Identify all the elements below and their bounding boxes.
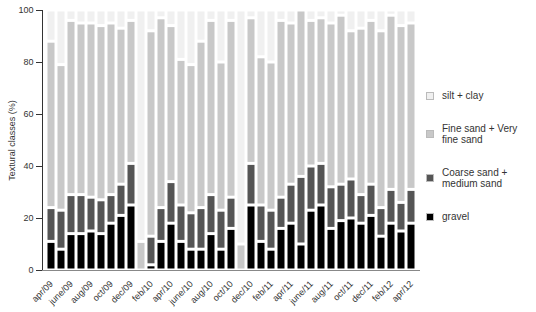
- svg-text:aug/10: aug/10: [188, 279, 215, 306]
- svg-text:june/09: june/09: [46, 279, 75, 308]
- svg-text:0: 0: [28, 265, 33, 275]
- svg-text:oct/10: oct/10: [210, 278, 235, 304]
- svg-text:june/10: june/10: [166, 279, 195, 308]
- svg-text:dec/10: dec/10: [229, 279, 255, 305]
- svg-text:oct/09: oct/09: [90, 278, 115, 304]
- svg-text:aug/09: aug/09: [68, 279, 95, 306]
- svg-text:feb/10: feb/10: [130, 279, 155, 304]
- svg-text:Textural classes (%): Textural classes (%): [7, 100, 17, 181]
- svg-text:apr/12: apr/12: [390, 279, 415, 304]
- svg-text:100: 100: [18, 5, 33, 15]
- svg-text:80: 80: [23, 57, 33, 67]
- svg-text:june/11: june/11: [287, 279, 315, 307]
- svg-text:dec/11: dec/11: [349, 279, 375, 305]
- svg-text:apr/10: apr/10: [149, 278, 175, 304]
- svg-text:apr/09: apr/09: [29, 278, 55, 304]
- svg-text:20: 20: [23, 213, 33, 223]
- svg-text:60: 60: [23, 109, 33, 119]
- svg-text:40: 40: [23, 161, 33, 171]
- html-text:silt + clay: silt + clay: [442, 90, 484, 101]
- svg-text:aug/11: aug/11: [309, 279, 335, 305]
- svg-text:feb/11: feb/11: [251, 279, 275, 303]
- svg-text:oct/11: oct/11: [331, 278, 355, 303]
- svg-text:apr/11: apr/11: [270, 278, 295, 304]
- html-text:Coarse sand + medium sand: Coarse sand + medium sand: [442, 167, 508, 189]
- svg-text:dec/09: dec/09: [109, 279, 135, 305]
- svg-text:feb/12: feb/12: [370, 279, 395, 304]
- html-text:gravel: gravel: [442, 211, 470, 222]
- html-text:Fine sand + Very fine sand: Fine sand + Very fine sand: [442, 123, 518, 145]
